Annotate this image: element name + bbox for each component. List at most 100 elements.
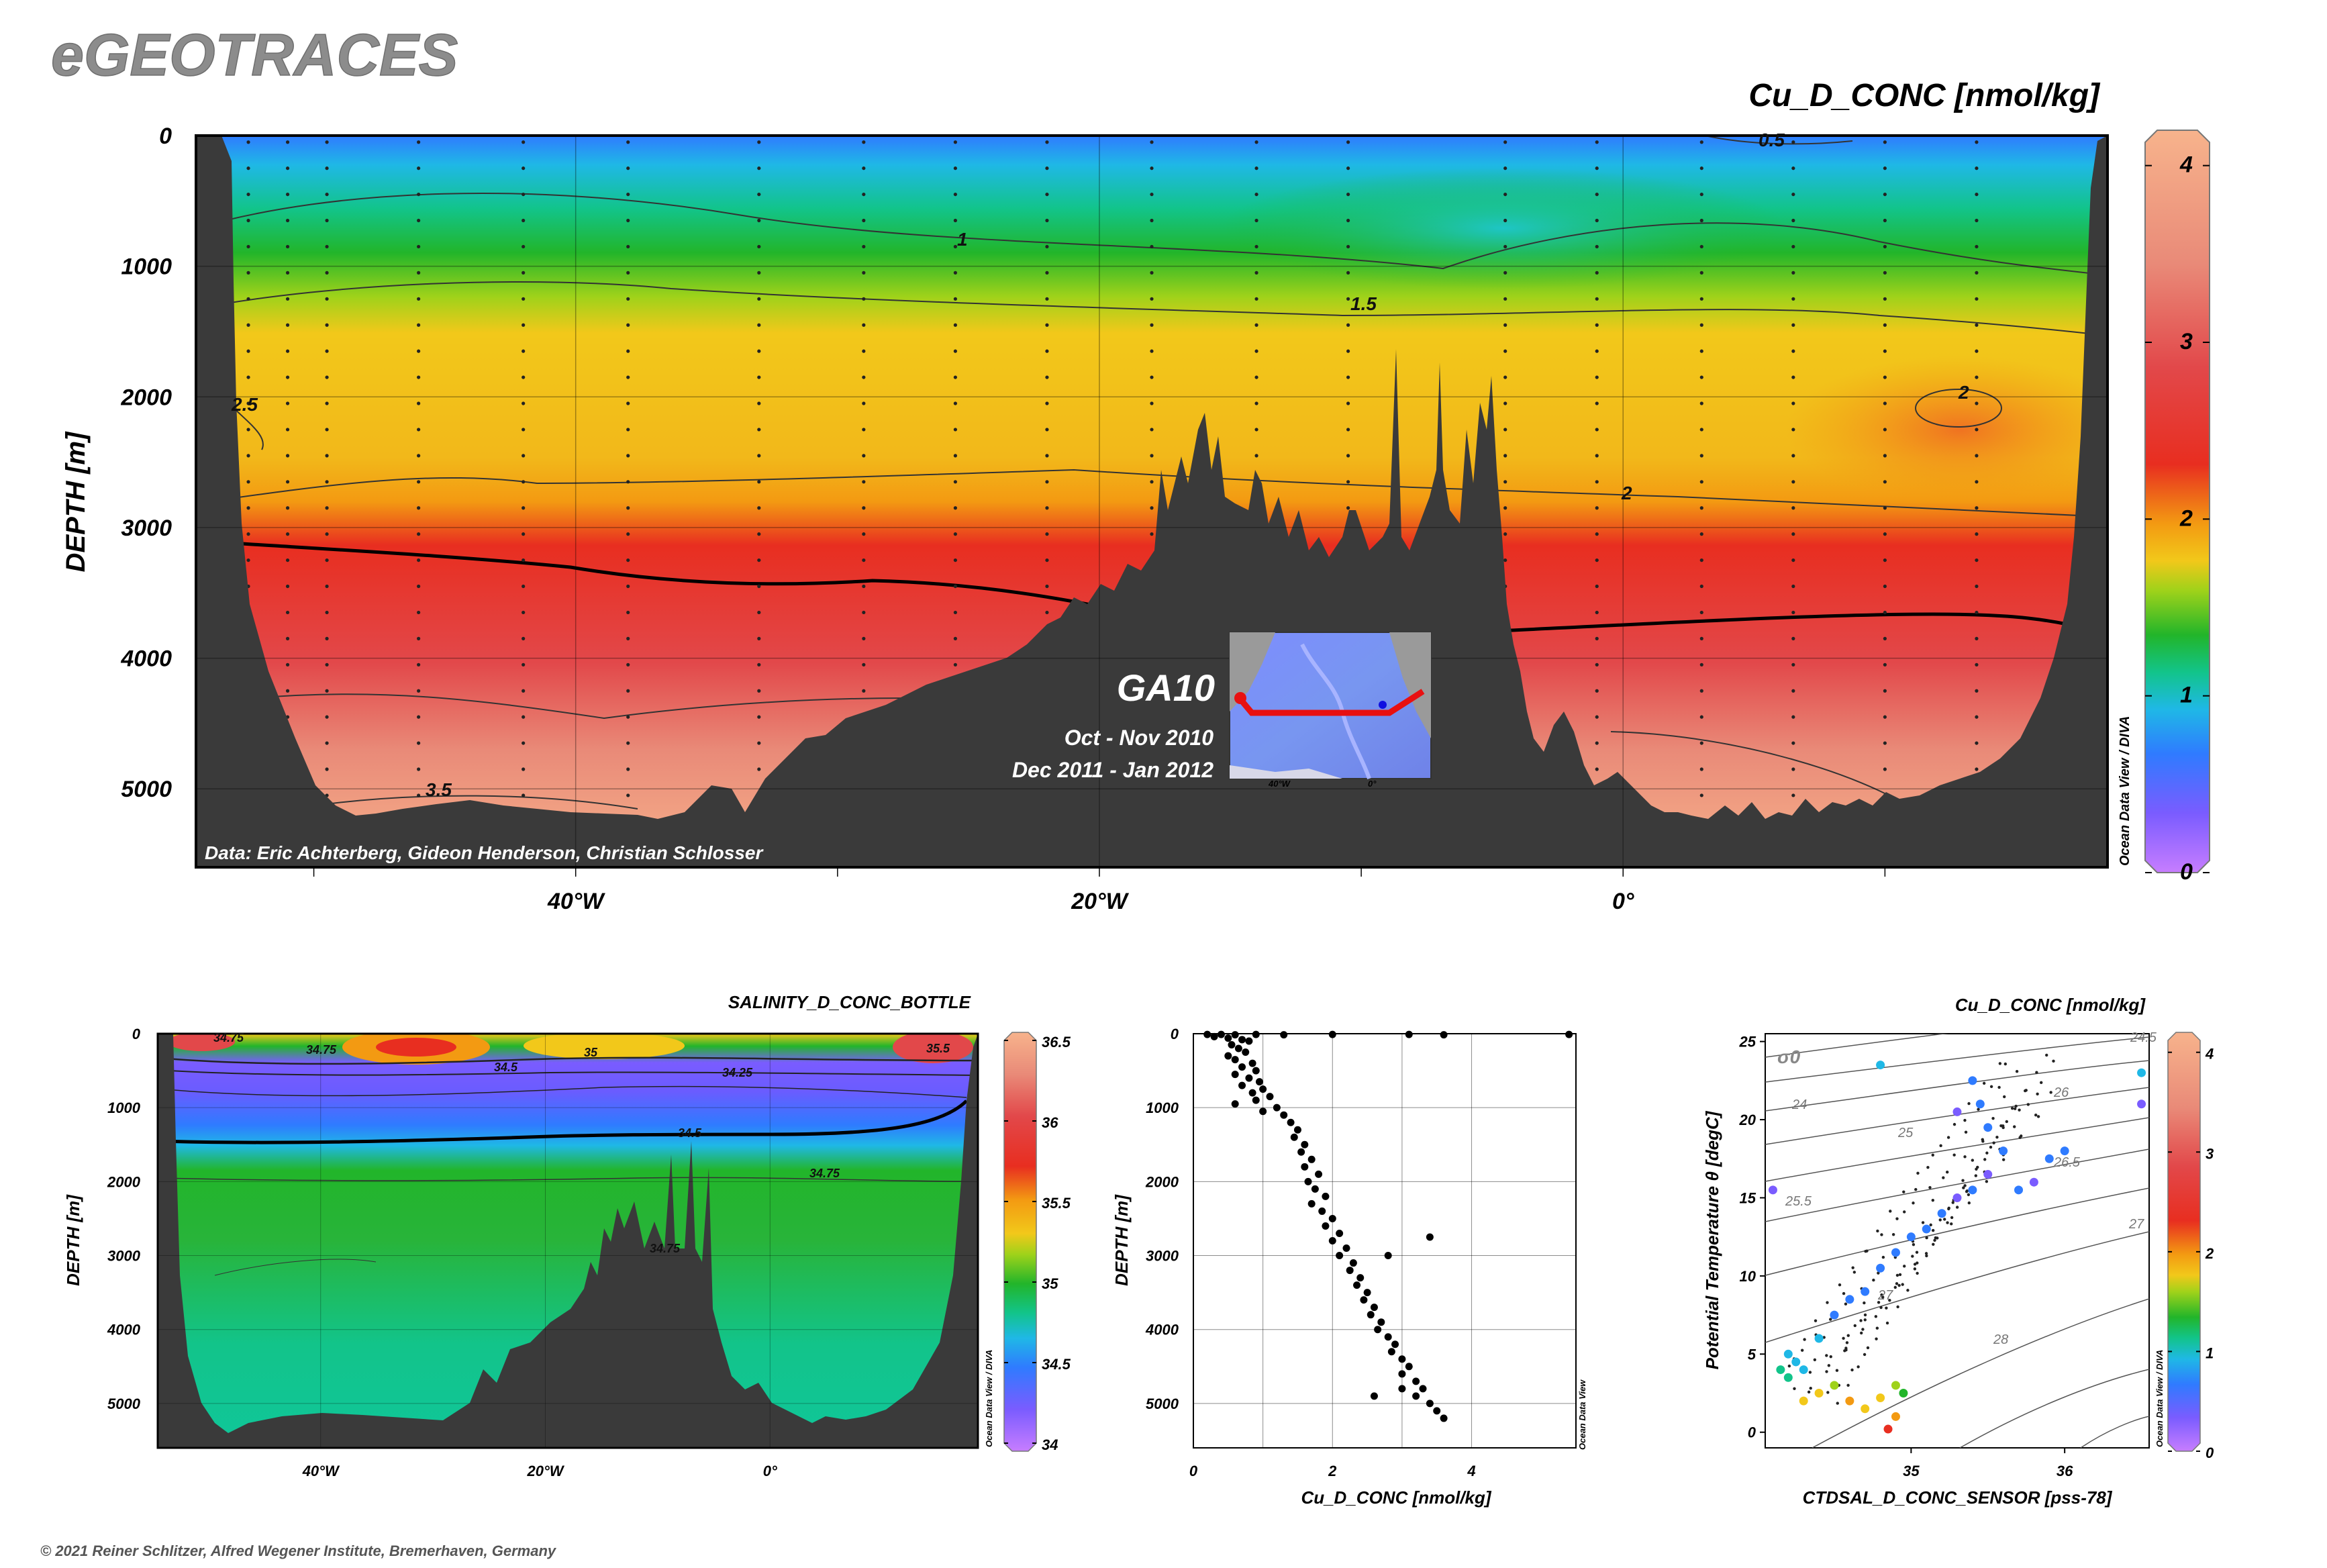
x-tick-label: 0° (1612, 889, 1634, 914)
cu-section-ylabel: DEPTH [m] (61, 431, 91, 573)
ts-background-point (2014, 1107, 2017, 1110)
profile-point (1398, 1385, 1406, 1393)
ts-cu-point (1891, 1381, 1900, 1390)
sal-label-2: 34.75 (306, 1043, 337, 1057)
colorbar-tick-label: 4 (2205, 1046, 2214, 1063)
sal-label-8: 34.75 (809, 1167, 840, 1180)
sal-contour-34-25 (174, 1085, 967, 1098)
ts-background-point (1826, 1301, 1829, 1304)
contour-label-0-5: 0.5 (1759, 130, 1785, 150)
ts-cu-point (1922, 1224, 1931, 1234)
ts-background-point (1928, 1185, 1932, 1189)
ts-background-point (1967, 1193, 1971, 1197)
profile-point (1234, 1044, 1242, 1052)
x-tick-label: 40°W (547, 889, 605, 914)
profile-point (1248, 1059, 1256, 1067)
colorbar-tick-label: 34.5 (1042, 1356, 1071, 1373)
profile-xticks: 0 2 4 (1189, 1463, 1476, 1479)
ts-background-point (1843, 1349, 1846, 1353)
profile-point (1412, 1392, 1420, 1400)
x-tick-label: 35 (1903, 1463, 1920, 1479)
ts-cu-point (1768, 1185, 1777, 1195)
ts-background-point (1863, 1353, 1867, 1357)
inset-africa (1389, 632, 1431, 738)
ts-background-point (1947, 1206, 1950, 1210)
cruise-id: GA10 (1117, 667, 1215, 709)
profile-point (1203, 1030, 1211, 1038)
ts-background-point (1895, 1282, 1899, 1285)
ts-colorbar-ticks: 0 1 2 3 4 (2168, 1046, 2214, 1461)
ts-background-point (2003, 1095, 2006, 1099)
ts-background-point (1926, 1166, 1930, 1169)
ts-background-point (1962, 1186, 1965, 1189)
cruise-date-1: Oct - Nov 2010 (1065, 726, 1214, 750)
sal-label-5: 34.25 (722, 1066, 753, 1079)
salinity-ylabel: DEPTH [m] (63, 1194, 83, 1286)
profile-point (1377, 1318, 1385, 1326)
cu-section-chart: Cu_D_CONC [nmol/kg] DEPTH [m] 0 1000 2000 3… (61, 78, 2210, 914)
ts-cu-point (1845, 1295, 1854, 1304)
sal-contour-35 (158, 1057, 978, 1065)
profile-point (1367, 1311, 1375, 1319)
ts-background-point (1872, 1278, 1875, 1282)
ts-cu-point (1937, 1209, 1946, 1218)
profile-point (1297, 1148, 1305, 1156)
profile-point (1238, 1081, 1246, 1089)
profile-point (1231, 1031, 1239, 1039)
ts-background-point (1844, 1302, 1848, 1306)
contour-0-5 (1704, 136, 1853, 145)
ts-background-point (1879, 1306, 1883, 1310)
ts-background-point (2049, 1091, 2052, 1094)
ts-background-point (1838, 1283, 1842, 1287)
profile-point (1287, 1118, 1295, 1126)
logo-egeotraces: eGEOTRACES (51, 21, 458, 88)
profile-point (1318, 1207, 1326, 1215)
ts-cu-point (1776, 1365, 1785, 1375)
profile-point (1307, 1199, 1316, 1208)
y-tick-label: 0 (1748, 1424, 1756, 1441)
station-samples (246, 140, 1979, 797)
profile-point (1398, 1370, 1406, 1378)
ts-background-point (1992, 1141, 1995, 1144)
sal-label-9: 34.75 (650, 1242, 681, 1255)
ts-cu-point (2060, 1146, 2069, 1156)
ts-cu-point (1830, 1310, 1839, 1320)
cu-depth-profile: DEPTH [m] Cu_D_CONC [nmol/kg] 0 1000 2000 3… (1111, 1026, 1587, 1508)
ts-background-point (1967, 1201, 1971, 1205)
sal-contour-34-5 (160, 1099, 968, 1144)
ts-background-point (1945, 1171, 1949, 1174)
colorbar-tick-label: 35.5 (1042, 1195, 1071, 1212)
ts-colorbar-bar (2167, 1032, 2201, 1452)
salinity-frame (156, 1032, 979, 1449)
ts-background-point (1807, 1390, 1811, 1394)
ts-background-point (1995, 1135, 1999, 1139)
ts-cu-point (2029, 1177, 2038, 1187)
ts-xlabel: CTDSAL_D_CONC_SENSOR [pss-78] (1803, 1487, 2113, 1508)
isopycnal-label-27a: 27 (1877, 1288, 1893, 1303)
ts-xticks: 35 36 (1903, 1448, 2073, 1479)
ts-background-point (1950, 1216, 1954, 1220)
ts-background-point (1889, 1210, 1892, 1213)
ts-background-point (1916, 1271, 1919, 1275)
y-tick-label: 2000 (107, 1173, 141, 1190)
ts-cu-point (1830, 1381, 1839, 1390)
sal-label-7: 34.5 (678, 1126, 702, 1140)
profile-point (1363, 1289, 1371, 1297)
ts-background-point (1906, 1289, 1910, 1292)
y-tick-label: 3000 (121, 516, 172, 541)
colorbar-tick-label: 35 (1042, 1275, 1058, 1292)
salinity-core-west (376, 1038, 456, 1057)
profile-point (1311, 1185, 1319, 1193)
ts-cu-point (2137, 1099, 2146, 1109)
ts-background-point (1955, 1206, 1959, 1209)
sal-contour-34-75-abyss (214, 1259, 377, 1276)
ts-cu-point (1814, 1389, 1824, 1398)
ts-background-point (1942, 1176, 1945, 1179)
contour-2-5 (241, 542, 2068, 633)
profile-point (1336, 1252, 1344, 1260)
ts-background-point (1885, 1321, 1889, 1325)
ts-background-point (1989, 1085, 1993, 1088)
ts-background-point (1933, 1238, 1936, 1242)
ts-cu-point (2137, 1068, 2146, 1077)
ts-background-point (2010, 1106, 2014, 1110)
